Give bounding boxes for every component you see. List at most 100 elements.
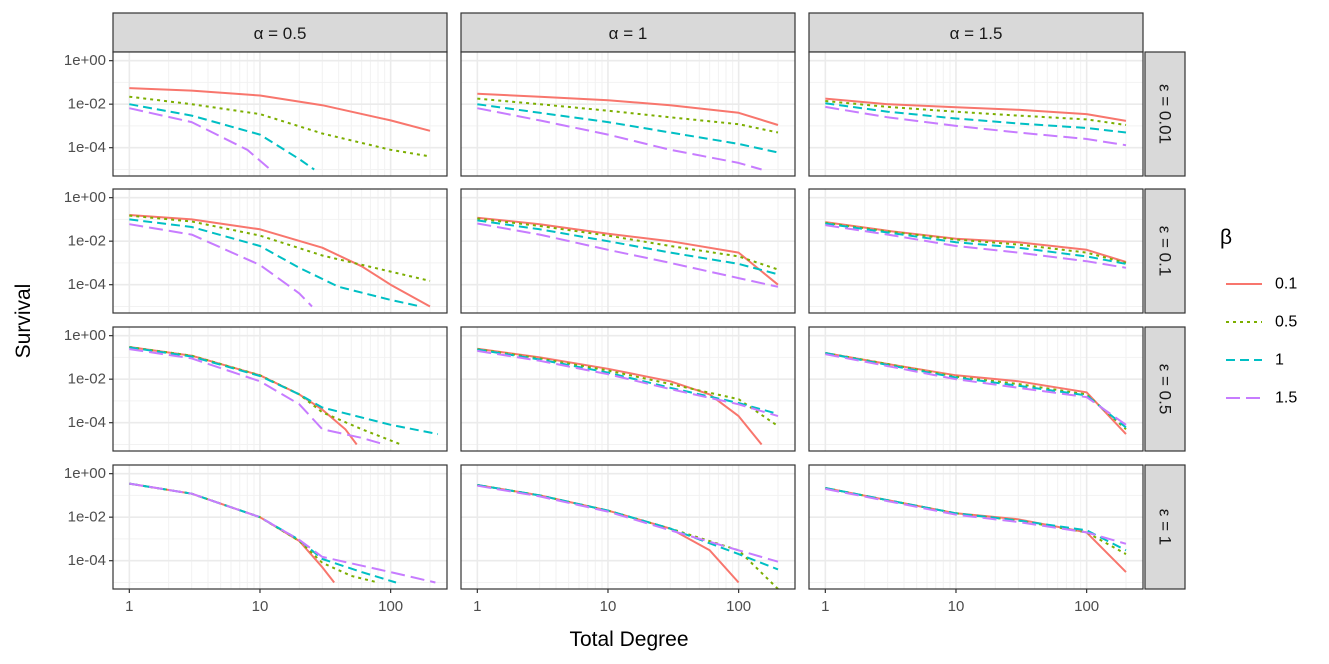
legend-item: 0.5 [1226,314,1297,331]
panel-border [112,464,448,590]
y-tick-label: 1e-04 [68,414,106,431]
panel [808,188,1144,314]
y-tick-label: 1e-04 [68,139,106,156]
panel [112,464,448,590]
x-tick-label: 100 [726,598,751,615]
panel-border [808,326,1144,452]
y-tick-label: 1e-02 [68,96,106,113]
series-line-beta-0.1 [477,347,763,446]
x-tick-label: 10 [948,598,965,615]
series-line-beta-1 [825,102,1127,134]
panel [112,326,448,452]
series-line-beta-0.1 [825,352,1127,435]
y-tick-label: 1e-02 [68,371,106,388]
row-strip-bg [1144,188,1186,314]
x-tick-label: 100 [378,598,403,615]
row-strips: ε = 0.01 ε = 0.1 ε = 0.5 ε = 1 [1144,51,1186,590]
panel-background [809,52,1143,176]
panel-background [113,189,447,313]
y-tick-label: 1e+00 [64,465,106,482]
panel-background [809,327,1143,451]
series-line-beta-0.5 [129,214,431,282]
panel-background [809,465,1143,589]
series-line-beta-1.5 [477,107,762,171]
panel [460,326,796,452]
panel [112,51,448,177]
panel [460,464,796,590]
series-line-beta-0.5 [825,221,1127,264]
series-line-beta-1 [477,219,779,276]
panel [808,51,1144,177]
panel-border [808,464,1144,590]
series-line-beta-0.5 [477,217,779,271]
series-line-beta-1.5 [477,349,779,418]
series-line-beta-0.5 [825,100,1127,126]
series-line-beta-1.5 [825,487,1127,545]
x-tick-label: 1 [125,598,133,615]
x-tick-label: 10 [252,598,269,615]
legend-label: 1.5 [1275,390,1297,407]
column-strip-label: α = 1 [609,24,648,43]
legend: β 0.1 0.5 1 1.5 [1220,226,1297,407]
column-strip-bg [112,12,448,53]
series-line-beta-1.5 [129,107,271,171]
panel-border [808,188,1144,314]
panel-background [113,327,447,451]
panel-background [113,465,447,589]
series-line-beta-1 [129,103,315,171]
panel [808,326,1144,452]
column-strip-label: α = 0.5 [254,24,307,43]
column-strips: α = 0.5 α = 1 α = 1.5 [112,12,1144,53]
legend-item: 0.1 [1226,276,1297,293]
series-line-beta-0.1 [825,97,1127,122]
x-tick-label: 1 [821,598,829,615]
series-line-beta-1 [825,222,1127,265]
axes: 1e+00 1e-02 1e-04 1e+00 1e-02 1e-04 1e+00 1e-02… [64,52,1099,615]
legend-title: β [1220,226,1232,249]
series-line-beta-0.1 [825,221,1127,263]
series-line-beta-0.5 [477,97,779,134]
panel-border [112,326,448,452]
panel [460,188,796,314]
row-strip-bg [1144,464,1186,590]
panel [808,464,1144,590]
panel [460,51,796,177]
column-strip-bg [808,12,1144,53]
y-tick-label: 1e+00 [64,52,106,69]
x-axis-title: Total Degree [569,628,688,651]
series-line-beta-0.1 [477,92,779,126]
series-line-beta-1.5 [825,105,1127,147]
row-strip-bg [1144,51,1186,177]
x-tick-label: 100 [1074,598,1099,615]
series-line-beta-0.5 [477,348,779,427]
y-tick-label: 1e+00 [64,327,106,344]
legend-item: 1 [1226,352,1284,369]
panel-background [461,189,795,313]
legend-item: 1.5 [1226,390,1297,407]
panel-border [460,51,796,177]
series-line-beta-1 [129,218,421,308]
y-tick-label: 1e-02 [68,509,106,526]
series-line-beta-1.5 [129,223,313,308]
series-line-beta-0.5 [129,95,431,158]
series-line-beta-1.5 [825,353,1127,426]
series-line-beta-0.1 [477,216,779,286]
legend-label: 1 [1275,352,1284,369]
legend-label: 0.5 [1275,314,1297,331]
series-line-beta-1 [477,348,779,415]
panel [112,188,448,314]
series-line-beta-1 [477,103,779,154]
panel-background [461,327,795,451]
panel-border [112,51,448,177]
y-axis-title: Survival [12,284,35,359]
row-strip-label: ε = 1 [1156,509,1175,545]
column-strip-bg [460,12,796,53]
panels [112,51,1144,590]
panel-background [113,52,447,176]
panel-border [460,188,796,314]
panel-border [112,188,448,314]
y-tick-label: 1e+00 [64,189,106,206]
row-strip-label: ε = 0.1 [1156,226,1175,277]
series-line-beta-1.5 [129,348,385,446]
